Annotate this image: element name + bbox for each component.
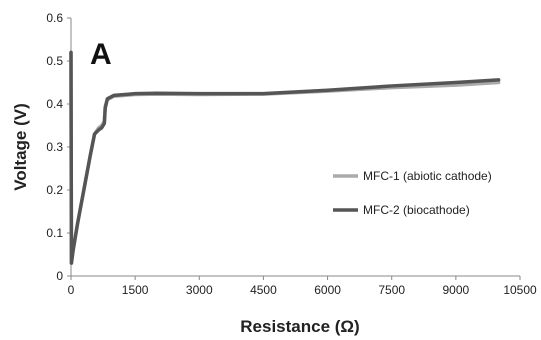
y-tick-label: 0.5 bbox=[46, 54, 63, 68]
axes bbox=[67, 17, 521, 280]
x-tick-label: 1500 bbox=[122, 283, 149, 297]
series-line-mfc-2 bbox=[69, 50, 501, 265]
y-axis-title: Voltage (V) bbox=[11, 103, 30, 191]
legend-label-mfc-2: MFC-2 (biocathode) bbox=[363, 203, 470, 217]
y-tick-label: 0.2 bbox=[46, 183, 63, 197]
legend: MFC-1 (abiotic cathode) MFC-2 (biocathode… bbox=[333, 169, 492, 217]
y-tick-label: 0.3 bbox=[46, 140, 63, 154]
x-tick-label: 7500 bbox=[378, 283, 405, 297]
y-tick-label: 0 bbox=[56, 269, 63, 283]
series-layer bbox=[69, 50, 501, 265]
y-tick-label: 0.6 bbox=[46, 11, 63, 25]
x-tick-label: 10500 bbox=[503, 283, 537, 297]
x-tick-label: 4500 bbox=[250, 283, 277, 297]
legend-label-mfc-1: MFC-1 (abiotic cathode) bbox=[363, 169, 492, 183]
tick-labels: 0 1500 3000 4500 6000 7500 9000 10500 0 0.1 0.2 0.3… bbox=[46, 11, 537, 297]
panel-label: A bbox=[90, 38, 112, 71]
x-axis-title: Resistance (Ω) bbox=[240, 317, 359, 336]
y-tick-label: 0.1 bbox=[46, 226, 63, 240]
y-tick-label: 0.4 bbox=[46, 97, 63, 111]
x-tick-label: 3000 bbox=[186, 283, 213, 297]
x-tick-label: 0 bbox=[68, 283, 75, 297]
x-tick-label: 6000 bbox=[314, 283, 341, 297]
x-tick-label: 9000 bbox=[443, 283, 470, 297]
